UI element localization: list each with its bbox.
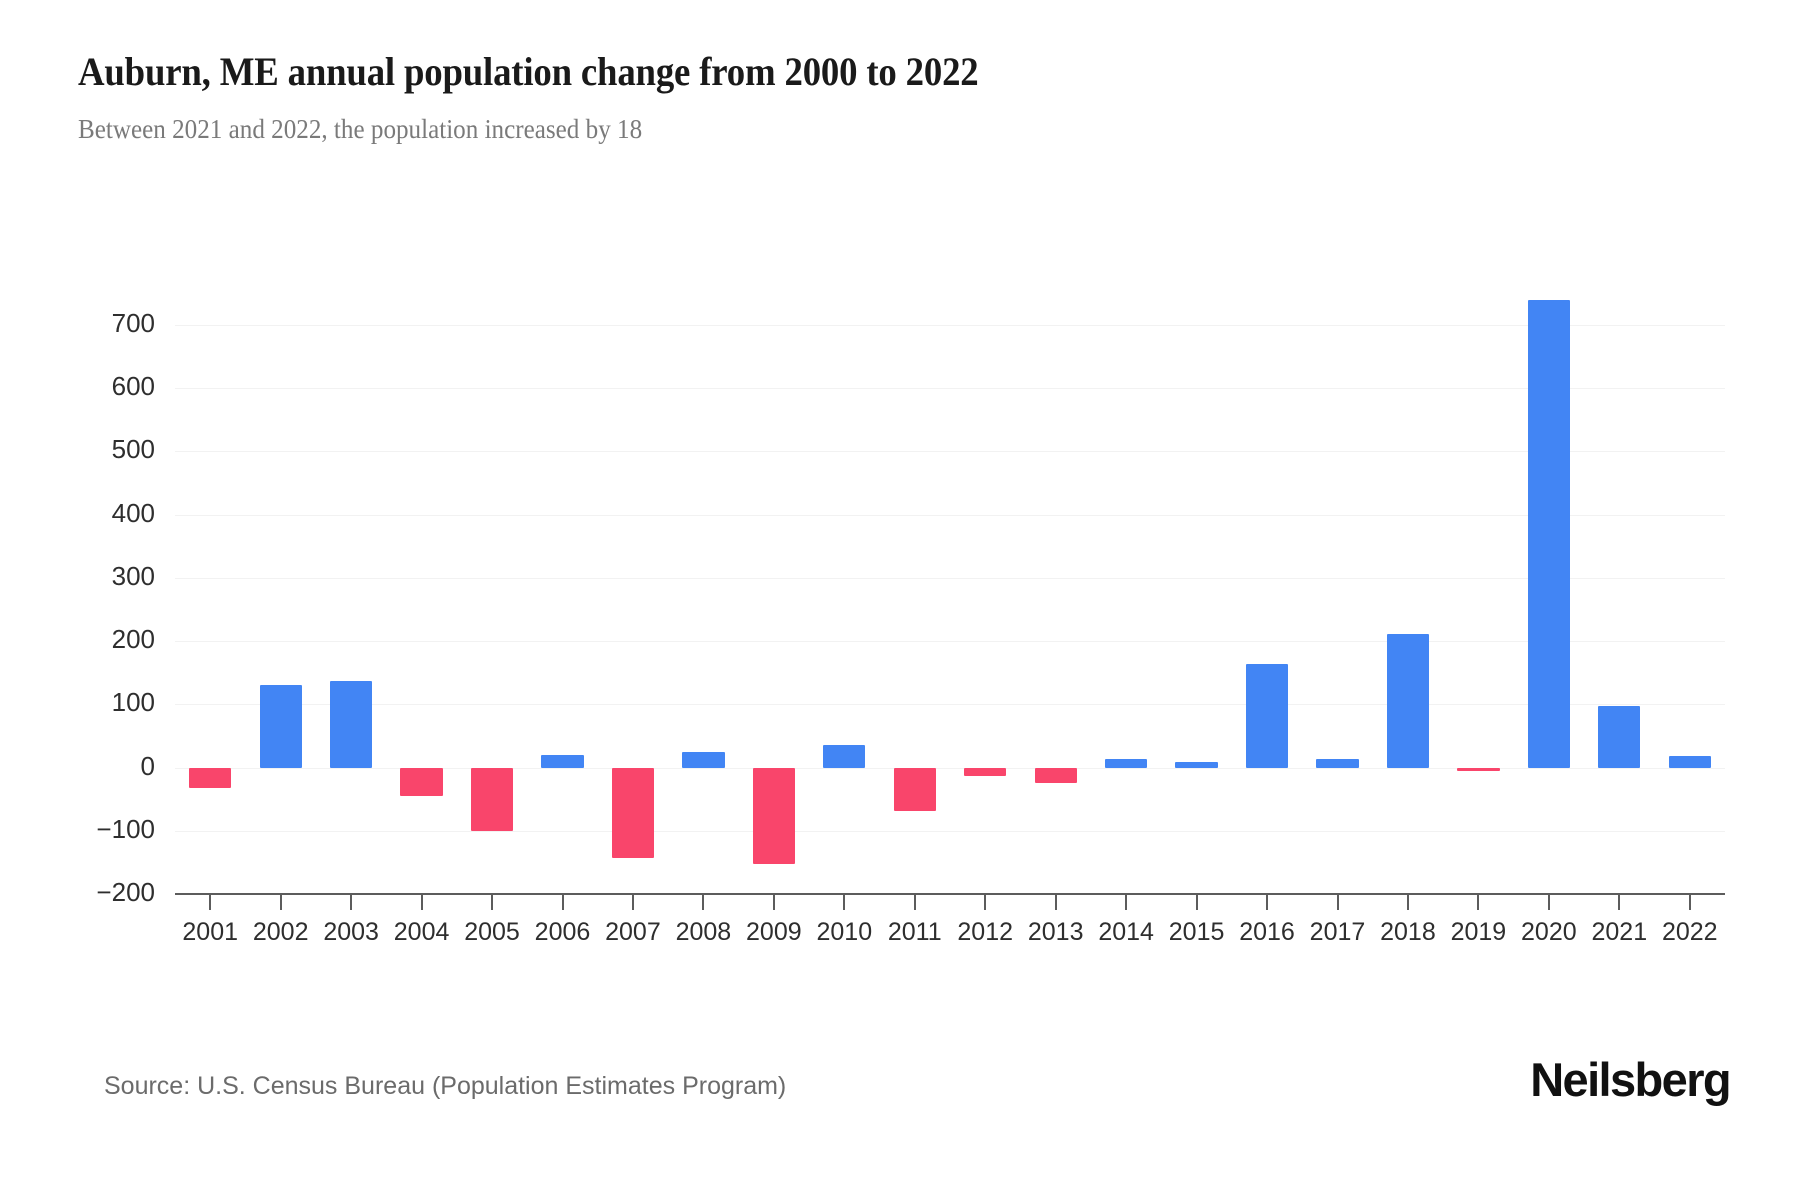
x-axis-tick-mark [1266, 894, 1269, 910]
x-axis-tick-mark [1688, 894, 1691, 910]
bar-2005[interactable] [470, 767, 514, 831]
x-axis-tick-label: 2007 [605, 918, 661, 946]
x-axis-tick-mark [913, 894, 916, 910]
chart-subtitle: Between 2021 and 2022, the population in… [78, 114, 643, 144]
grid-line [175, 767, 1725, 769]
x-axis-tick-mark [420, 894, 423, 910]
y-axis-tick-label: 300 [111, 560, 155, 591]
y-axis-tick-label: 0 [140, 750, 155, 781]
y-axis-tick-label: 500 [111, 434, 155, 465]
x-axis-tick-label: 2020 [1521, 918, 1577, 946]
x-axis-tick-label: 2019 [1450, 918, 1507, 946]
bar-2017[interactable] [1316, 758, 1359, 768]
y-axis-tick-label: 700 [111, 308, 155, 338]
y-axis-tick-label: 600 [111, 371, 155, 402]
grid-line [175, 577, 1725, 579]
x-axis-tick-mark [631, 894, 634, 910]
brand-logo: Neilsberg [1530, 1053, 1731, 1106]
x-axis-tick-label: 2017 [1309, 918, 1366, 946]
x-axis-tick-mark [561, 894, 564, 910]
x-axis-tick-label: 2010 [816, 918, 873, 946]
x-axis-tick-label: 2009 [746, 918, 802, 946]
x-axis-tick-label: 2004 [393, 918, 450, 946]
x-axis-tick-mark [984, 894, 987, 910]
bar-2021[interactable] [1598, 705, 1641, 768]
x-axis-tick-mark [1618, 894, 1621, 910]
bar-2013[interactable] [1034, 767, 1077, 783]
x-axis-tick-label: 2013 [1027, 918, 1084, 946]
x-axis-tick-label: 2012 [957, 918, 1014, 946]
x-axis-tick-mark [1547, 894, 1550, 910]
bar-2015[interactable] [1175, 761, 1218, 768]
grid-line [175, 704, 1725, 706]
chart-plot-area: −200 −100 0 100 200 300 400 500 600 700 2001 2002 20… [0, 215, 1800, 946]
x-axis-tick-label: 2011 [887, 918, 942, 946]
x-axis-tick-label: 2002 [252, 918, 309, 946]
x-axis-tick-mark [843, 894, 846, 910]
bar-2022[interactable] [1668, 756, 1711, 768]
y-axis-tick-label: −200 [96, 877, 155, 907]
bar-2007[interactable] [611, 767, 655, 858]
bar-2016[interactable] [1245, 663, 1289, 768]
x-axis-tick-mark [1336, 894, 1339, 910]
x-axis-tick-mark [1125, 894, 1128, 910]
x-axis-tick-mark [1054, 894, 1057, 910]
x-axis-tick-label: 2021 [1591, 918, 1648, 946]
y-axis-tick-label: 400 [111, 497, 155, 528]
bar-2001[interactable] [189, 767, 232, 788]
x-axis-tick-mark [1195, 894, 1198, 910]
bar-2020[interactable] [1527, 300, 1570, 768]
x-axis-tick-label: 2022 [1661, 918, 1718, 946]
y-axis-tick-label: 100 [111, 687, 155, 718]
x-axis-tick-label: 2005 [464, 918, 520, 946]
grid-line [175, 388, 1725, 390]
bar-2019[interactable] [1457, 767, 1500, 772]
x-axis-tick-mark [1406, 894, 1409, 910]
grid-line [175, 514, 1725, 516]
bar-2003[interactable] [330, 680, 373, 768]
x-axis-tick-mark [491, 894, 494, 910]
grid-line [175, 830, 1725, 832]
bar-2014[interactable] [1105, 758, 1148, 768]
source-note: Source: U.S. Census Bureau (Population E… [104, 1072, 787, 1100]
x-axis-tick-label: 2015 [1168, 918, 1225, 946]
bar-2004[interactable] [400, 767, 443, 796]
y-axis-tick-label: 200 [111, 624, 155, 655]
chart-header: Auburn, ME annual population change from… [78, 48, 1678, 146]
x-axis-tick-mark [702, 894, 705, 910]
bar-2010[interactable] [823, 744, 866, 768]
x-axis-tick-label: 2018 [1380, 918, 1436, 946]
x-axis-tick-mark [1477, 894, 1480, 910]
x-axis-tick-label: 2016 [1239, 918, 1295, 946]
x-axis-tick-mark [209, 894, 212, 910]
bar-2008[interactable] [682, 751, 725, 768]
y-axis-tick-label: −100 [96, 813, 155, 844]
bar-2006[interactable] [541, 754, 584, 768]
bar-2018[interactable] [1386, 634, 1430, 768]
x-axis-tick-mark [772, 894, 775, 910]
x-axis-tick-mark [350, 894, 353, 910]
x-axis-line [175, 893, 1725, 895]
grid-line [175, 325, 1725, 326]
x-axis-tick-label: 2006 [534, 918, 591, 946]
bar-2012[interactable] [964, 767, 1007, 777]
page-title: Auburn, ME annual population change from… [78, 49, 979, 94]
x-axis-tick-mark [279, 894, 282, 910]
grid-line [175, 641, 1725, 643]
x-axis-tick-label: 2008 [675, 918, 732, 946]
bar-2002[interactable] [259, 685, 302, 768]
bar-2009[interactable] [752, 767, 795, 865]
grid-line [175, 451, 1725, 453]
x-axis-tick-label: 2003 [323, 918, 379, 946]
bar-2011[interactable] [893, 767, 936, 811]
x-axis-tick-label: 2001 [182, 918, 239, 946]
x-axis-tick-label: 2014 [1098, 918, 1154, 946]
